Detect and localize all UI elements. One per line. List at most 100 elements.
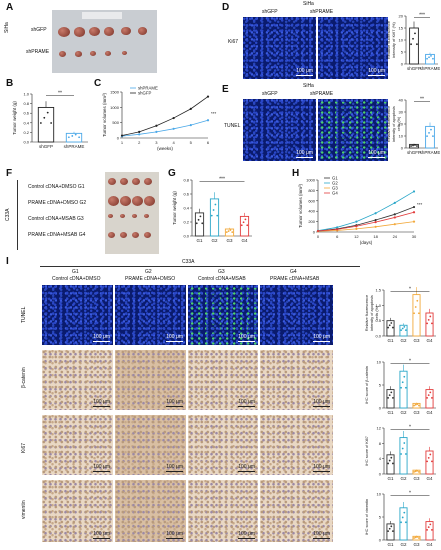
data-point	[414, 403, 417, 406]
bar	[386, 389, 395, 409]
series-line	[317, 206, 415, 232]
data-point	[212, 209, 215, 211]
data-point	[416, 145, 418, 147]
x-tick-label: G2	[400, 410, 407, 415]
f-cell-label: C33A	[5, 208, 11, 221]
data-point	[414, 306, 417, 308]
scale-bar: 100 μm	[313, 334, 330, 340]
scale-bar: 100 μm	[368, 150, 385, 156]
bar	[239, 215, 250, 237]
y-tick-label: 0.4	[183, 206, 189, 211]
legend-label: G2	[332, 181, 338, 186]
tumor	[144, 214, 149, 218]
data-point	[430, 128, 432, 131]
data-point	[427, 457, 430, 459]
panel-label-e: E	[222, 84, 229, 95]
ihc-image: 100 μm	[115, 480, 186, 542]
data-point	[400, 386, 403, 389]
x-tick-label: G2	[400, 476, 407, 481]
data-point	[374, 221, 377, 224]
data-point	[401, 516, 404, 519]
data-point	[216, 214, 219, 217]
panel-label-g: G	[168, 168, 176, 179]
bar	[399, 437, 408, 475]
y-tick-label: 0	[117, 136, 120, 141]
y-tick-label: 0.8	[23, 101, 29, 106]
ihc-image: 100 μm	[42, 350, 113, 410]
y-tick-label: 0.4	[23, 120, 29, 125]
data-point	[429, 391, 432, 394]
y-tick-label: 1.0	[375, 303, 381, 308]
fluorescence-image: 100 μm	[115, 285, 186, 345]
y-tick-label: 0.6	[183, 192, 189, 197]
data-point	[387, 462, 390, 465]
scale-bar: 100 μm	[93, 531, 110, 537]
a-cell-label: SiHa	[4, 22, 10, 33]
data-point	[390, 322, 393, 324]
i-row-label: vimentin	[21, 500, 27, 519]
significance-label: *	[409, 490, 411, 496]
data-point	[416, 299, 419, 302]
e-col1: shGFP	[262, 91, 278, 97]
ihc-image: 100 μm	[115, 415, 186, 475]
data-point	[426, 322, 429, 325]
data-point	[195, 222, 198, 225]
data-point	[429, 523, 432, 526]
tumor	[108, 214, 113, 218]
tumor	[104, 27, 115, 36]
d-image-shgfp: 100 μm	[243, 17, 316, 79]
legend-label: shGFP	[138, 91, 152, 96]
ihc-image: 100 μm	[188, 480, 258, 542]
significance-label: ***	[419, 12, 425, 18]
y-tick-label: 4	[379, 456, 382, 461]
x-tick-label: G1	[387, 476, 394, 481]
y-axis-label: Tumor volumes (mm³)	[298, 183, 303, 228]
significance-label: ***	[219, 177, 225, 183]
data-point	[414, 144, 416, 146]
e-image-shprame: 100 μm	[318, 99, 388, 161]
panel-label-b: B	[6, 78, 14, 89]
data-point	[390, 456, 393, 459]
data-point	[404, 386, 407, 389]
x-tick-label: shGFP	[407, 66, 421, 71]
data-point	[393, 201, 396, 204]
chart-g: 0.0 0.2 0.4 0.6 0.8 Tumor weight (g) G1 G2 G3 G4 *…	[172, 177, 252, 243]
e-row-label: TUNEL	[224, 123, 241, 129]
f-row2: PRAME cDNA+DMSO G2	[28, 200, 87, 206]
data-point	[71, 135, 74, 137]
x-tick-label: G2	[400, 542, 407, 547]
y-tick-label: 15	[399, 26, 404, 31]
i-group-id: G2	[145, 269, 152, 275]
chart-d: 0 5 10 15 20 Relative fluorescence intensity o…	[388, 12, 440, 71]
data-point	[414, 32, 416, 35]
y-tick-label: 0.0	[23, 140, 29, 145]
data-point	[78, 136, 81, 139]
d-col1: shGFP	[262, 9, 278, 15]
chart-i-3: 0 4 8 12 IHC score of Ki67 G1 G2 G3 G4 *	[365, 424, 436, 481]
data-point	[388, 324, 391, 327]
data-point	[426, 460, 429, 463]
x-tick-label: shPRAME	[420, 150, 440, 155]
ruler	[82, 12, 122, 19]
y-tick-label: 20	[399, 14, 404, 19]
x-tick-label: 12	[354, 234, 359, 239]
x-tick-label: G1	[387, 410, 394, 415]
x-tick-label: 18	[373, 234, 378, 239]
e-col2: shPRAME	[310, 91, 334, 97]
y-tick-label: 10	[399, 38, 404, 43]
ihc-image: 100 μm	[260, 415, 333, 475]
fluorescence-image: 100 μm	[260, 285, 333, 345]
x-tick-label: 4	[172, 140, 175, 145]
legend-label: G4	[332, 191, 338, 196]
y-tick-label: 1000	[110, 105, 120, 110]
y-axis-label: IHC score of vimentin	[365, 499, 369, 535]
tumor	[58, 27, 70, 37]
data-point	[412, 220, 416, 223]
data-point	[355, 220, 358, 223]
series-line	[317, 221, 415, 232]
data-point	[416, 403, 419, 405]
i-top-rule	[40, 266, 360, 267]
x-tick-label: G3	[226, 238, 233, 243]
chart-i-1: 0.0 0.5 1.0 1.5 Relative fluorescence intensi…	[365, 286, 436, 343]
data-point	[374, 225, 377, 228]
